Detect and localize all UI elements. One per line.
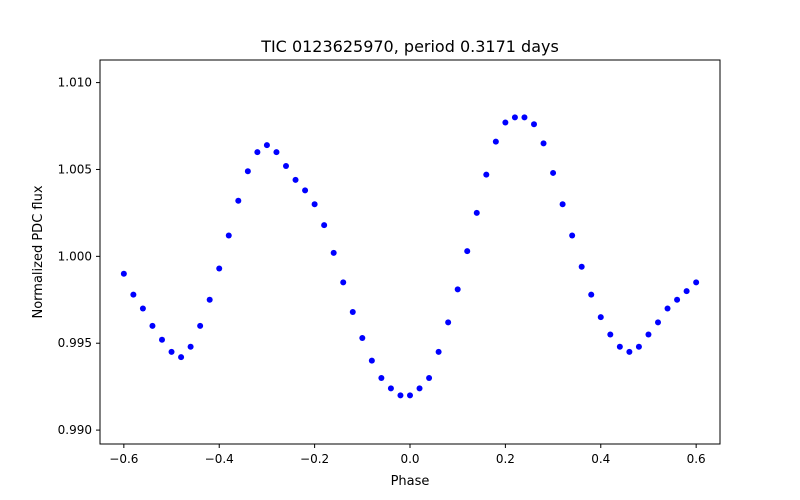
data-point xyxy=(225,232,232,239)
x-tick-label: −0.4 xyxy=(205,452,234,466)
y-tick-label: 0.990 xyxy=(58,423,92,437)
data-point xyxy=(292,176,299,183)
data-point xyxy=(578,263,585,270)
data-point xyxy=(483,171,490,178)
data-point xyxy=(407,392,413,399)
data-point xyxy=(569,232,576,239)
data-point xyxy=(511,114,518,121)
y-tick-label: 1.010 xyxy=(58,76,92,90)
data-points xyxy=(120,114,700,399)
data-point xyxy=(674,296,681,303)
data-point xyxy=(168,348,175,355)
data-point xyxy=(616,343,623,350)
x-tick-label: −0.6 xyxy=(109,452,138,466)
data-point xyxy=(464,248,471,255)
data-point xyxy=(349,308,356,315)
data-point xyxy=(387,385,394,392)
data-point xyxy=(120,270,127,277)
data-point xyxy=(368,357,375,364)
y-tick-label: 0.995 xyxy=(58,336,92,350)
x-axis: −0.6 −0.4 −0.2 0.0 0.2 0.4 0.6 xyxy=(109,444,706,466)
data-point xyxy=(607,331,614,338)
data-point xyxy=(693,279,700,286)
x-tick-label: −0.2 xyxy=(300,452,329,466)
data-point xyxy=(159,336,165,343)
data-point xyxy=(435,348,442,355)
data-point xyxy=(683,288,690,295)
data-point xyxy=(330,249,337,256)
data-point xyxy=(273,149,280,156)
data-point xyxy=(426,374,433,381)
x-tick-label: 0.6 xyxy=(687,452,706,466)
data-point xyxy=(492,138,499,145)
data-point xyxy=(655,319,661,326)
y-tick-label: 1.005 xyxy=(58,162,92,176)
data-point xyxy=(130,291,137,298)
y-axis-label: Normalized PDC flux xyxy=(31,185,46,318)
chart-title: TIC 0123625970, period 0.3171 days xyxy=(260,37,559,56)
data-point xyxy=(445,319,452,326)
data-point xyxy=(416,385,423,392)
plot-frame xyxy=(99,59,721,445)
data-point xyxy=(531,121,537,128)
data-point xyxy=(473,209,480,216)
data-point xyxy=(502,119,509,126)
data-point xyxy=(139,305,146,312)
data-point xyxy=(244,168,251,175)
data-point xyxy=(664,305,671,312)
data-point xyxy=(521,114,528,121)
data-point xyxy=(302,187,309,194)
data-point xyxy=(263,142,270,149)
data-point xyxy=(559,201,566,208)
y-axis: 0.990 0.995 1.000 1.005 1.010 xyxy=(58,76,100,437)
data-point xyxy=(216,265,223,272)
data-point xyxy=(359,335,366,342)
data-point xyxy=(397,392,404,399)
data-point xyxy=(178,354,185,361)
data-point xyxy=(626,348,633,355)
data-point xyxy=(540,140,547,147)
data-point xyxy=(550,169,557,176)
data-point xyxy=(378,374,385,381)
data-point xyxy=(635,343,642,350)
x-tick-label: 0.2 xyxy=(496,452,515,466)
data-point xyxy=(645,331,652,338)
data-point xyxy=(283,162,289,169)
data-point xyxy=(149,322,156,329)
data-point xyxy=(197,322,204,329)
data-point xyxy=(235,197,242,204)
data-point xyxy=(311,201,318,208)
data-point xyxy=(597,314,604,321)
data-point xyxy=(206,296,213,303)
data-point xyxy=(187,343,194,350)
data-point xyxy=(454,286,461,293)
x-tick-label: 0.0 xyxy=(400,452,419,466)
data-point xyxy=(588,291,595,298)
x-tick-label: 0.4 xyxy=(591,452,610,466)
y-tick-label: 1.000 xyxy=(58,249,92,263)
data-point xyxy=(321,222,328,229)
data-point xyxy=(254,149,261,156)
data-point xyxy=(340,279,347,286)
x-axis-label: Phase xyxy=(391,474,430,489)
